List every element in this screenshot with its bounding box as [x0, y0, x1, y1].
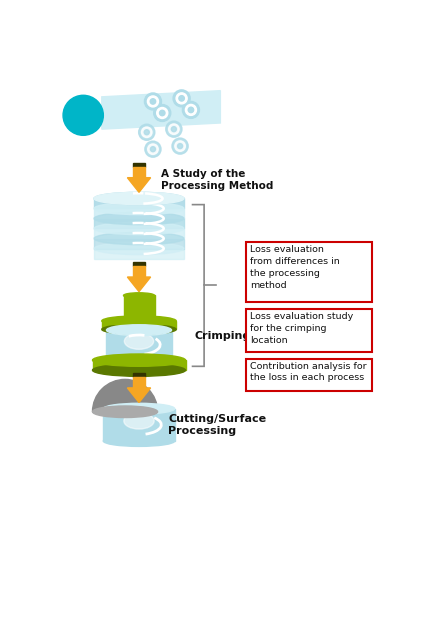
Circle shape [150, 147, 156, 152]
Circle shape [144, 130, 149, 135]
Ellipse shape [94, 212, 184, 225]
Circle shape [166, 121, 182, 137]
Circle shape [150, 99, 156, 104]
Polygon shape [127, 178, 150, 192]
Circle shape [188, 107, 194, 113]
Bar [133, 163, 145, 167]
Ellipse shape [92, 406, 158, 417]
Bar [102, 321, 176, 330]
Circle shape [175, 141, 185, 151]
Bar [94, 218, 184, 228]
Circle shape [176, 93, 187, 104]
Ellipse shape [94, 202, 184, 214]
Circle shape [169, 124, 179, 134]
Ellipse shape [92, 354, 185, 366]
Polygon shape [127, 388, 150, 403]
Bar [94, 239, 184, 248]
Circle shape [185, 104, 197, 115]
Circle shape [173, 90, 190, 107]
Circle shape [138, 124, 155, 140]
FancyBboxPatch shape [246, 243, 372, 303]
Circle shape [147, 144, 158, 154]
Ellipse shape [123, 292, 154, 298]
Ellipse shape [94, 192, 184, 205]
Ellipse shape [103, 436, 175, 447]
Bar [92, 360, 185, 370]
Text: Crimping: Crimping [195, 332, 251, 341]
Circle shape [160, 110, 165, 116]
Bar [123, 296, 154, 320]
Ellipse shape [107, 354, 172, 365]
Bar [103, 409, 175, 441]
Text: Cutting/Surface
Processing: Cutting/Surface Processing [169, 414, 267, 436]
Bar [94, 228, 184, 239]
Ellipse shape [94, 192, 184, 205]
Polygon shape [127, 277, 150, 292]
Ellipse shape [123, 317, 154, 323]
Circle shape [147, 96, 159, 107]
Bar [107, 330, 172, 360]
Circle shape [171, 127, 176, 132]
Bar [94, 248, 184, 259]
Circle shape [172, 138, 188, 154]
Ellipse shape [103, 403, 175, 414]
FancyBboxPatch shape [246, 309, 372, 353]
Circle shape [178, 143, 183, 148]
Text: Loss evaluation
from differences in
the processing
method: Loss evaluation from differences in the … [250, 245, 340, 290]
Bar [133, 377, 145, 388]
Bar [94, 198, 184, 209]
Bar [133, 167, 145, 178]
Circle shape [157, 108, 168, 118]
Bar [94, 209, 184, 218]
Wedge shape [92, 380, 158, 412]
Circle shape [63, 95, 103, 135]
Circle shape [179, 95, 184, 101]
Bar [133, 266, 145, 277]
Circle shape [144, 93, 162, 110]
Text: Contribution analysis for
the loss in each process: Contribution analysis for the loss in ea… [250, 362, 366, 383]
Ellipse shape [107, 324, 172, 335]
Circle shape [141, 127, 152, 138]
Ellipse shape [94, 243, 184, 255]
Circle shape [145, 141, 161, 157]
Polygon shape [102, 91, 220, 129]
Text: Loss evaluation study
for the crimping
location: Loss evaluation study for the crimping l… [250, 312, 353, 345]
Bar [133, 262, 145, 266]
Circle shape [154, 104, 171, 122]
Ellipse shape [94, 222, 184, 235]
Ellipse shape [94, 232, 184, 244]
Bar [133, 373, 145, 377]
FancyBboxPatch shape [246, 358, 372, 391]
Ellipse shape [102, 324, 176, 334]
Circle shape [182, 101, 200, 118]
Ellipse shape [124, 333, 154, 349]
Ellipse shape [102, 316, 176, 326]
Text: A Study of the
Processing Method: A Study of the Processing Method [161, 169, 273, 191]
Ellipse shape [124, 413, 154, 429]
Ellipse shape [92, 364, 185, 376]
